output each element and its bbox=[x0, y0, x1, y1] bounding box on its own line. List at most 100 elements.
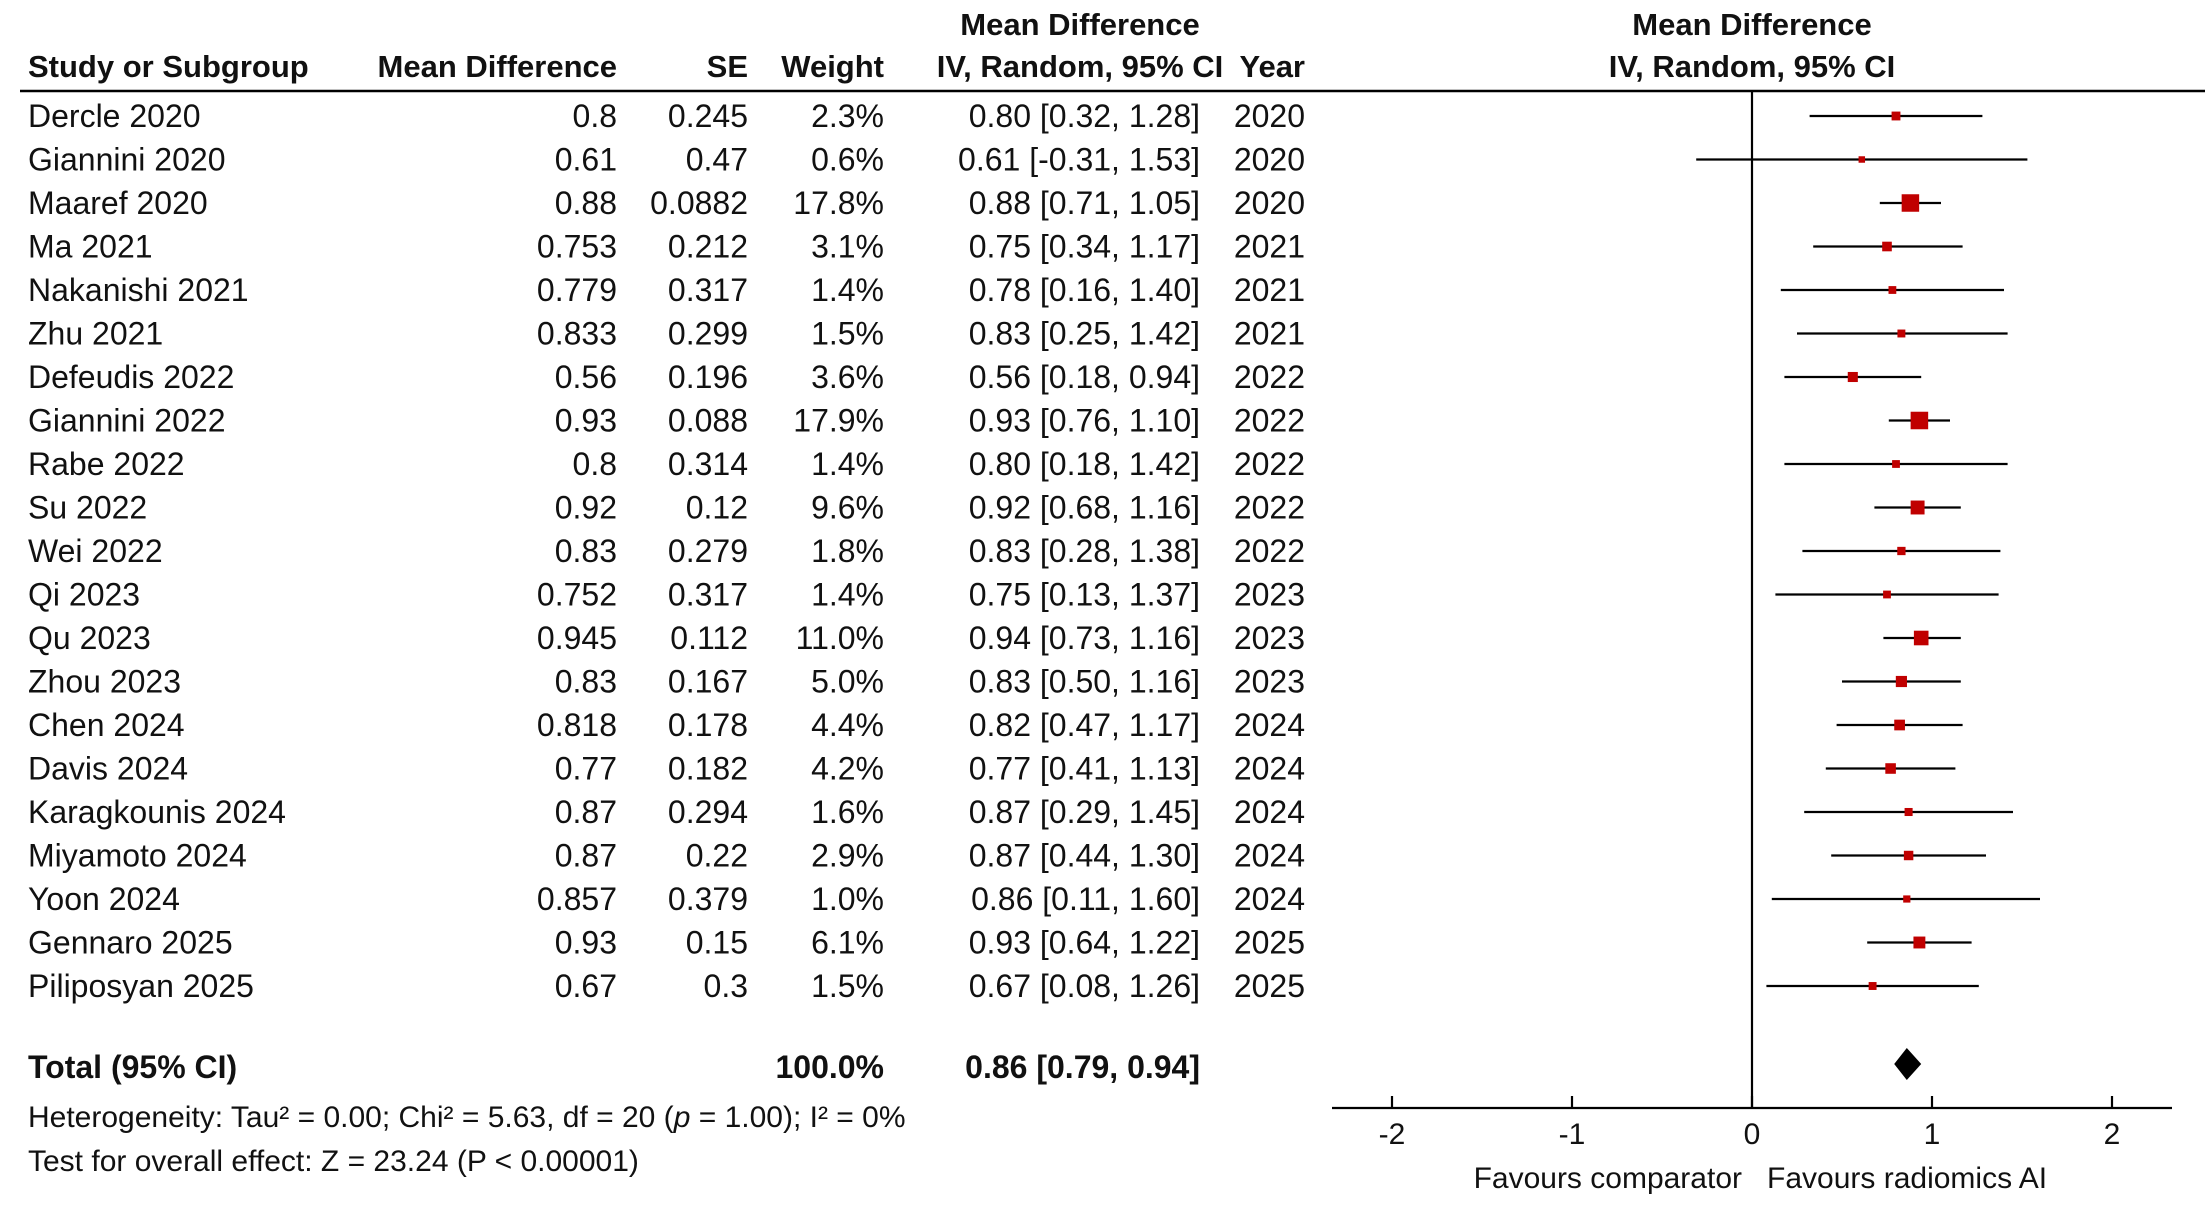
ci-cell: 0.80 [0.18, 1.42] bbox=[969, 446, 1200, 482]
table-row: Defeudis 2022 0.56 0.196 3.6% 0.56 [0.18, 0.… bbox=[28, 359, 1922, 395]
year-cell: 2022 bbox=[1234, 490, 1305, 526]
header-ci-group-line2: IV, Random, 95% CI bbox=[937, 49, 1224, 84]
study-name: Defeudis 2022 bbox=[28, 359, 234, 395]
table-row: Miyamoto 2024 0.87 0.22 2.9% 0.87 [0.44, 1.3… bbox=[28, 838, 1986, 874]
ci-cell: 0.83 [0.28, 1.38] bbox=[969, 533, 1200, 569]
point-estimate bbox=[1903, 895, 1911, 903]
x-tick-label: -1 bbox=[1559, 1118, 1586, 1151]
point-estimate bbox=[1897, 546, 1906, 556]
ci-cell: 0.75 [0.34, 1.17] bbox=[969, 229, 1200, 265]
ci-cell: 0.75 [0.13, 1.37] bbox=[969, 577, 1200, 613]
se-cell: 0.182 bbox=[668, 751, 748, 787]
header-weight: Weight bbox=[781, 49, 884, 84]
study-name: Rabe 2022 bbox=[28, 446, 185, 482]
weight-cell: 17.9% bbox=[793, 403, 884, 439]
header-ci-group-line1: Mean Difference bbox=[960, 7, 1199, 42]
heterogeneity-suffix: = 1.00); I² = 0% bbox=[690, 1101, 905, 1134]
study-name: Yoon 2024 bbox=[28, 881, 180, 917]
year-cell: 2020 bbox=[1234, 185, 1305, 221]
study-name: Qi 2023 bbox=[28, 577, 140, 613]
study-name: Giannini 2020 bbox=[28, 142, 225, 178]
table-row: Nakanishi 2021 0.779 0.317 1.4% 0.78 [0.16, … bbox=[28, 272, 2004, 308]
year-cell: 2021 bbox=[1234, 272, 1305, 308]
se-cell: 0.299 bbox=[668, 316, 748, 352]
header-mean-difference: Mean Difference bbox=[378, 49, 617, 84]
weight-cell: 1.4% bbox=[811, 446, 884, 482]
table-row: Giannini 2022 0.93 0.088 17.9% 0.93 [0.76, 1… bbox=[28, 403, 1950, 439]
total-weight: 100.0% bbox=[775, 1049, 884, 1085]
study-name: Zhou 2023 bbox=[28, 664, 181, 700]
year-cell: 2022 bbox=[1234, 359, 1305, 395]
year-cell: 2022 bbox=[1234, 403, 1305, 439]
se-cell: 0.167 bbox=[668, 664, 748, 700]
ci-cell: 0.67 [0.08, 1.26] bbox=[969, 968, 1200, 1004]
year-cell: 2024 bbox=[1234, 751, 1305, 787]
ci-cell: 0.93 [0.76, 1.10] bbox=[969, 403, 1200, 439]
se-cell: 0.212 bbox=[668, 229, 748, 265]
mean-difference-cell: 0.779 bbox=[537, 272, 617, 308]
weight-cell: 4.2% bbox=[811, 751, 884, 787]
mean-difference-cell: 0.8 bbox=[573, 446, 617, 482]
table-row: Karagkounis 2024 0.87 0.294 1.6% 0.87 [0.29,… bbox=[28, 794, 2013, 830]
ci-cell: 0.94 [0.73, 1.16] bbox=[969, 620, 1200, 656]
study-name: Karagkounis 2024 bbox=[28, 794, 286, 830]
study-name: Maaref 2020 bbox=[28, 185, 208, 221]
study-name: Piliposyan 2025 bbox=[28, 968, 254, 1004]
point-estimate bbox=[1897, 329, 1906, 338]
se-cell: 0.294 bbox=[668, 794, 748, 830]
mean-difference-cell: 0.945 bbox=[537, 620, 617, 656]
point-estimate bbox=[1901, 194, 1920, 212]
year-cell: 2021 bbox=[1234, 229, 1305, 265]
table-row: Qu 2023 0.945 0.112 11.0% 0.94 [0.73, 1.16] 2… bbox=[28, 620, 1961, 656]
se-cell: 0.12 bbox=[686, 490, 748, 526]
year-cell: 2025 bbox=[1234, 968, 1305, 1004]
ci-cell: 0.86 [0.11, 1.60] bbox=[971, 881, 1200, 917]
mean-difference-cell: 0.818 bbox=[537, 707, 617, 743]
se-cell: 0.0882 bbox=[650, 185, 748, 221]
weight-cell: 6.1% bbox=[811, 925, 884, 961]
x-tick-label: 1 bbox=[1924, 1118, 1941, 1151]
ci-cell: 0.56 [0.18, 0.94] bbox=[969, 359, 1200, 395]
se-cell: 0.379 bbox=[668, 881, 748, 917]
mean-difference-cell: 0.67 bbox=[555, 968, 617, 1004]
weight-cell: 0.6% bbox=[811, 142, 884, 178]
heterogeneity-prefix: Heterogeneity: Tau² = 0.00; Chi² = 5.63,… bbox=[28, 1101, 674, 1134]
mean-difference-cell: 0.87 bbox=[555, 794, 617, 830]
ci-cell: 0.78 [0.16, 1.40] bbox=[969, 272, 1200, 308]
se-cell: 0.314 bbox=[668, 446, 748, 482]
se-cell: 0.3 bbox=[704, 968, 748, 1004]
table-row: Maaref 2020 0.88 0.0882 17.8% 0.88 [0.71, 1.… bbox=[28, 185, 1941, 221]
weight-cell: 1.8% bbox=[811, 533, 884, 569]
weight-cell: 3.6% bbox=[811, 359, 884, 395]
mean-difference-cell: 0.87 bbox=[555, 838, 617, 874]
study-name: Giannini 2022 bbox=[28, 403, 225, 439]
study-name: Wei 2022 bbox=[28, 533, 163, 569]
table-row: Giannini 2020 0.61 0.47 0.6% 0.61 [-0.31, 1.… bbox=[28, 142, 2028, 178]
table-row: Ma 2021 0.753 0.212 3.1% 0.75 [0.34, 1.17] 20… bbox=[28, 229, 1963, 265]
mean-difference-cell: 0.83 bbox=[555, 533, 617, 569]
mean-difference-cell: 0.833 bbox=[537, 316, 617, 352]
table-row: Chen 2024 0.818 0.178 4.4% 0.82 [0.47, 1.17]… bbox=[28, 707, 1963, 743]
total-row: Total (95% CI) 100.0% 0.86 [0.79, 0.94] bbox=[28, 1049, 1200, 1085]
point-estimate bbox=[1858, 156, 1866, 163]
weight-cell: 2.9% bbox=[811, 838, 884, 874]
point-estimate bbox=[1888, 286, 1897, 294]
ci-cell: 0.83 [0.25, 1.42] bbox=[969, 316, 1200, 352]
point-estimate bbox=[1868, 982, 1877, 990]
point-estimate bbox=[1882, 241, 1892, 252]
study-rows: Dercle 2020 0.8 0.245 2.3% 0.80 [0.32, 1.28]… bbox=[28, 98, 2040, 1004]
weight-cell: 1.4% bbox=[811, 272, 884, 308]
ci-cell: 0.87 [0.29, 1.45] bbox=[969, 794, 1200, 830]
ci-cell: 0.80 [0.32, 1.28] bbox=[969, 98, 1200, 134]
weight-cell: 5.0% bbox=[811, 664, 884, 700]
weight-cell: 11.0% bbox=[796, 620, 884, 656]
ci-cell: 0.77 [0.41, 1.13] bbox=[969, 751, 1200, 787]
point-estimate bbox=[1895, 675, 1907, 688]
weight-cell: 4.4% bbox=[811, 707, 884, 743]
mean-difference-cell: 0.93 bbox=[555, 925, 617, 961]
plot-area: -2 -1 0 1 2 bbox=[1332, 91, 2172, 1151]
se-cell: 0.112 bbox=[670, 620, 748, 656]
table-row: Davis 2024 0.77 0.182 4.2% 0.77 [0.41, 1.13]… bbox=[28, 751, 1956, 787]
mean-difference-cell: 0.88 bbox=[555, 185, 617, 221]
